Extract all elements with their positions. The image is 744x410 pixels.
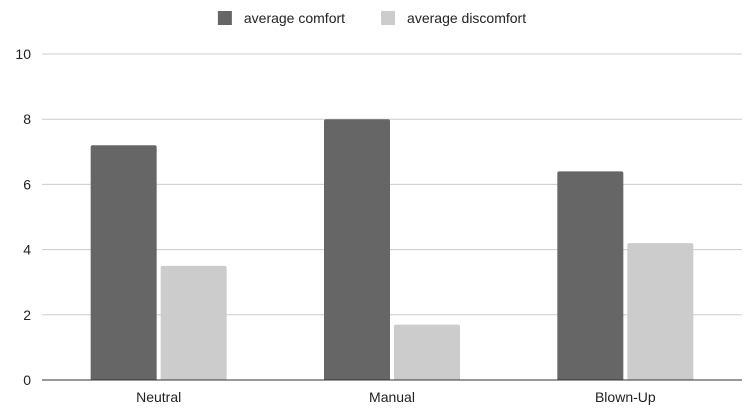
y-tick-labels: 0 2 4 6 8 10 bbox=[15, 46, 31, 388]
gridlines bbox=[42, 53, 742, 316]
y-tick-label: 10 bbox=[15, 46, 31, 62]
bar-average-comfort-manual bbox=[324, 119, 390, 380]
bar-average-comfort-blown-up bbox=[557, 171, 624, 380]
x-tick-label: Neutral bbox=[136, 389, 181, 405]
y-tick-label: 2 bbox=[23, 307, 31, 323]
legend-label: average discomfort bbox=[407, 10, 526, 26]
legend-swatch-average-discomfort bbox=[381, 11, 396, 25]
x-tick-label: Manual bbox=[369, 389, 415, 405]
y-tick-label: 4 bbox=[23, 242, 31, 258]
legend-label: average comfort bbox=[244, 10, 345, 26]
y-tick-label: 8 bbox=[23, 111, 31, 127]
legend: average comfort average discomfort bbox=[217, 10, 526, 26]
y-tick-label: 6 bbox=[23, 176, 31, 192]
bar-average-discomfort-neutral bbox=[160, 265, 227, 380]
x-tick-label: Blown-Up bbox=[595, 389, 656, 405]
legend-swatch-average-comfort bbox=[217, 11, 232, 25]
bar-average-discomfort-manual bbox=[394, 324, 460, 380]
bars bbox=[90, 119, 694, 380]
x-tick-labels: Neutral Manual Blown-Up bbox=[136, 389, 656, 405]
bar-average-discomfort-blown-up bbox=[627, 243, 694, 380]
y-tick-label: 0 bbox=[23, 372, 31, 388]
bar-average-comfort-neutral bbox=[90, 145, 157, 380]
